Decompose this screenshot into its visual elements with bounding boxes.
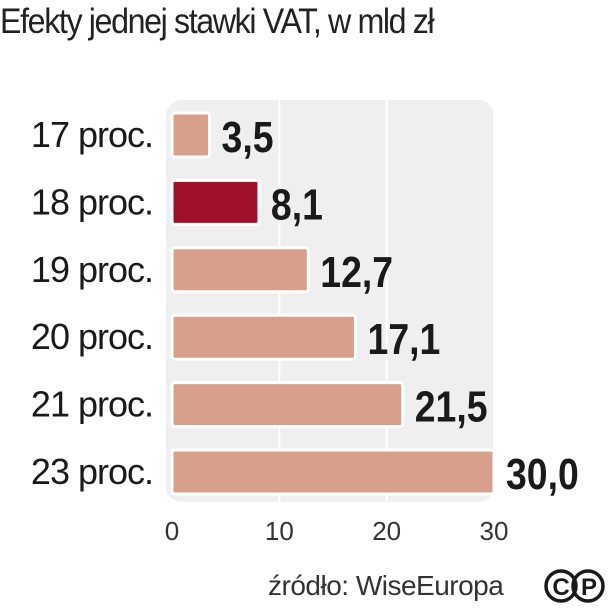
source-note: źródło: WiseEuropa [268,570,504,601]
value-label: 17,1 [368,314,441,364]
category-label: 17 proc. [31,114,153,155]
bar [170,313,358,361]
value-label: 12,7 [320,247,393,297]
bar [170,448,496,496]
x-tick-label: 30 [480,516,509,546]
value-label: 8,1 [271,180,323,230]
copyright-press-icon: C P [544,568,608,609]
category-label: 18 proc. [31,181,153,222]
category-label: 20 proc. [31,316,153,357]
bar [170,178,261,226]
x-tick-label: 0 [165,516,179,546]
bar-chart: 17 proc. 18 proc. 19 proc. 20 proc. 21 proc.… [31,100,579,546]
category-labels: 17 proc. 18 proc. 19 proc. 20 proc. 21 proc.… [31,114,154,492]
grid-lines [278,100,495,502]
chart-title: Efekty jednej stawki VAT, w mld zł [0,2,435,41]
bar [170,381,405,429]
category-label: 23 proc. [31,451,153,492]
category-label: 19 proc. [31,249,153,290]
plot-background [166,100,494,502]
value-label: 21,5 [415,382,488,432]
value-labels: 3,5 8,1 12,7 17,1 21,5 30,0 [222,112,579,499]
value-label: 30,0 [506,449,579,499]
bar [170,111,212,159]
logo-letter-c: C [552,574,569,601]
x-axis-ticks: 0 10 20 30 [165,516,509,546]
bars [170,111,496,496]
bar [170,246,310,294]
value-label: 3,5 [222,112,274,162]
category-label: 21 proc. [31,384,153,425]
x-tick-label: 10 [265,516,294,546]
logo-letter-p: P [581,574,597,601]
x-tick-label: 20 [372,516,401,546]
